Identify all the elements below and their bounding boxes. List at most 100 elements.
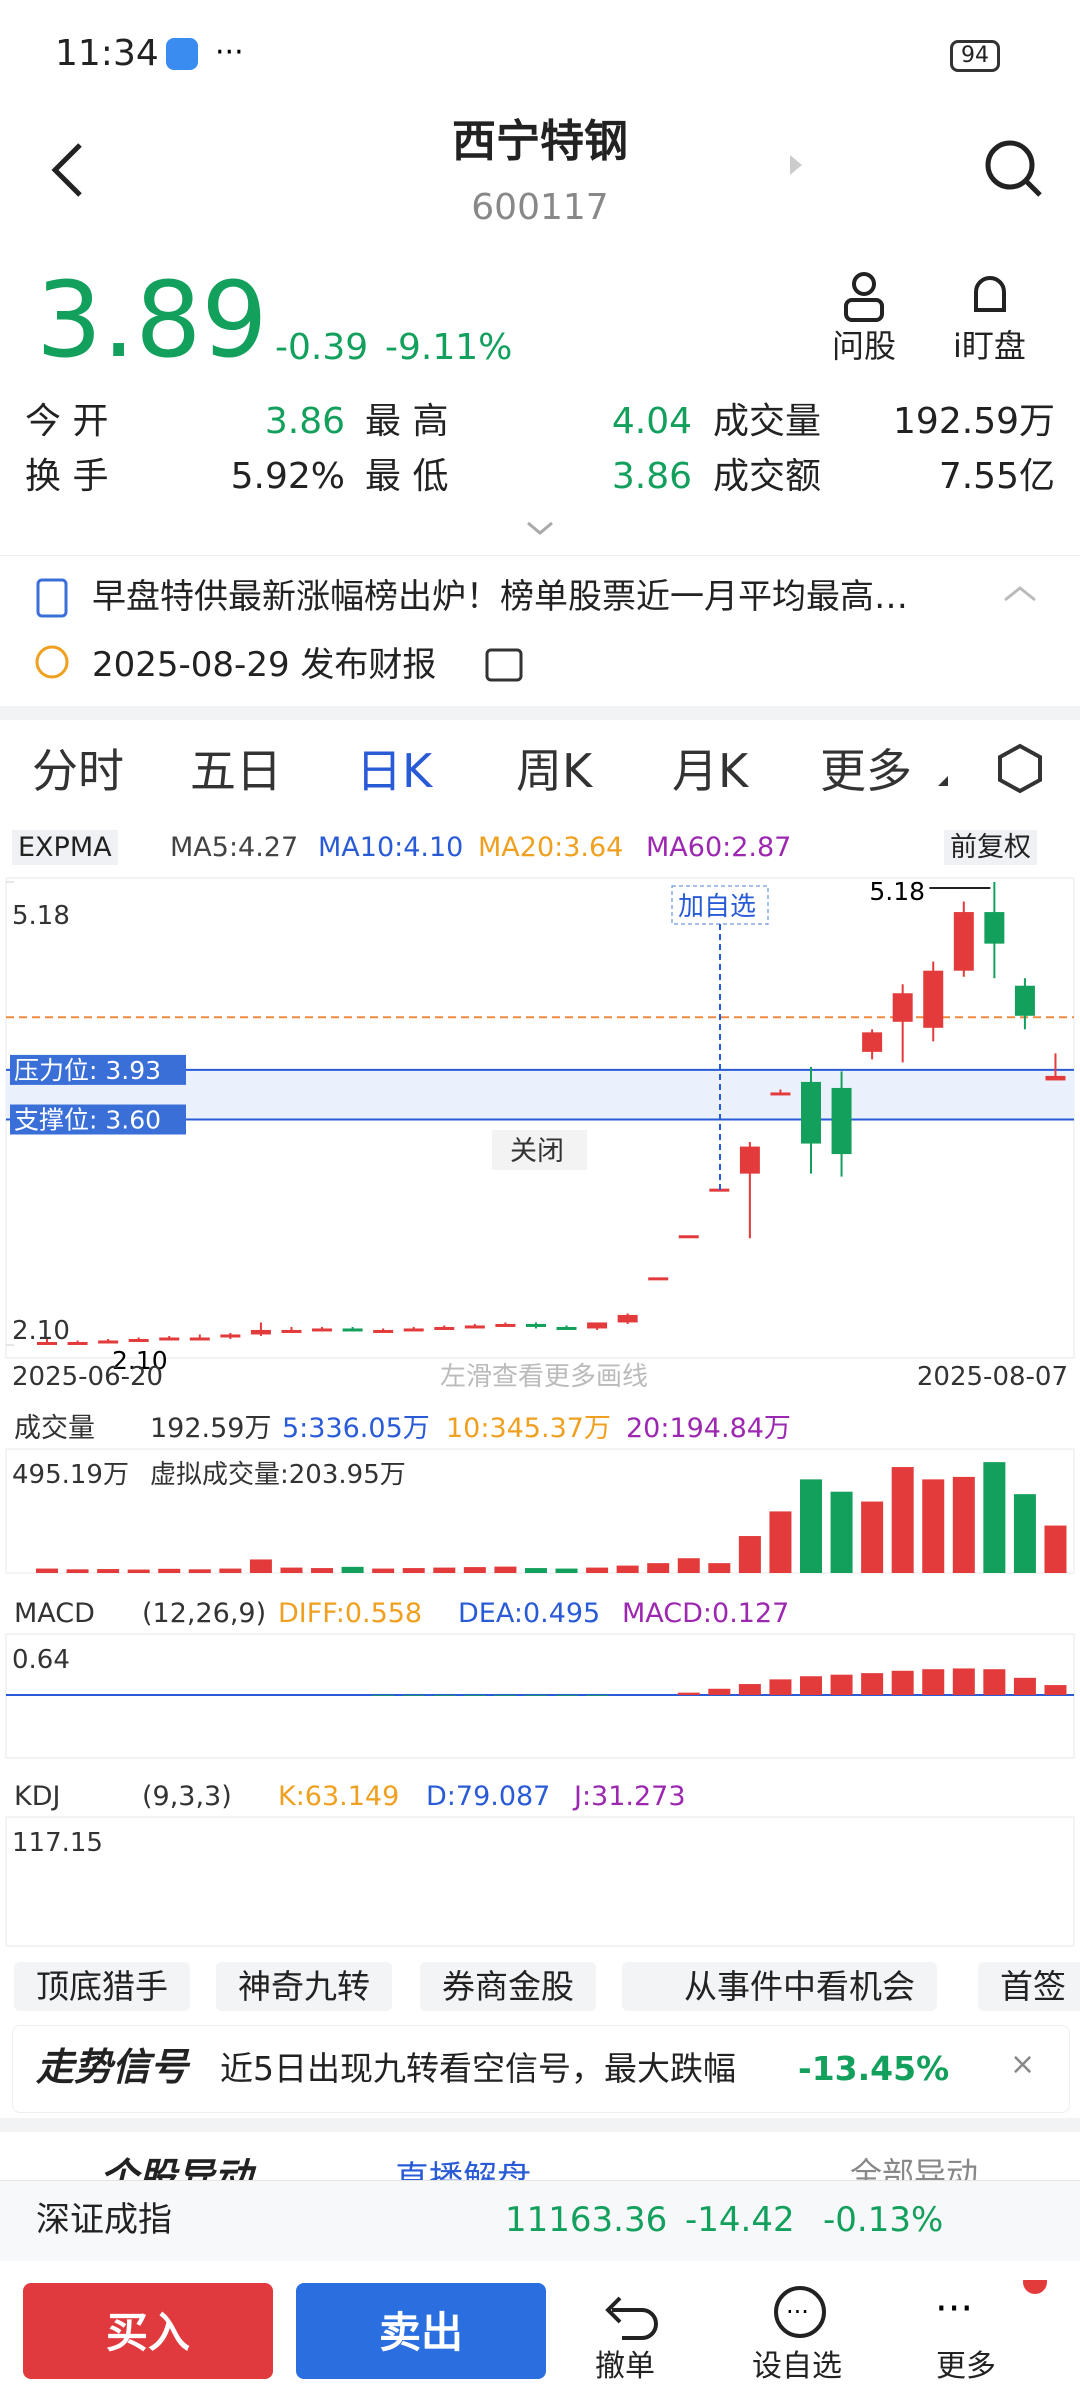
news-text[interactable]: 早盘特供最新涨幅榜出炉！榜单股票近一月平均最高… [92,577,908,617]
tab[interactable]: 月K [672,744,749,798]
volume-bar [555,1568,578,1573]
candle-body [678,1235,699,1239]
tab[interactable]: 更多 [820,744,912,798]
buy-button[interactable] [23,2283,273,2379]
collapse-icon [1004,586,1036,602]
macd-bar [861,1673,884,1695]
stat: 换 手 [25,456,109,497]
time: 11:34 [55,33,159,74]
candle-body [220,1334,241,1338]
virtual-volume: 虚拟成交量:203.95万 [150,1460,406,1490]
signal-close[interactable]: × [1010,2047,1036,2082]
panel-name: MACD [14,1598,95,1629]
stat: 成交量 [713,401,822,442]
tab[interactable]: 分时 [32,744,124,798]
badge [1023,2280,1047,2294]
panel-scale: 0.64 [12,1645,70,1675]
signal-box [12,2025,1070,2113]
action-more[interactable]: 更多 [936,2349,996,2384]
back-icon[interactable] [51,143,82,197]
tag[interactable]: 神奇九转 [216,1962,392,2011]
panel-item: J:31.273 [572,1781,686,1812]
panel-name: 成交量 [14,1413,95,1444]
stat: 今 开 [25,401,109,442]
settings-icon[interactable] [998,743,1042,794]
ma60: MA60:2.87 [646,832,792,863]
tag[interactable]: 从事件中看机会 [622,1962,937,2011]
tab[interactable]: 日K [356,744,433,798]
candle-body [1014,985,1035,1016]
action-watch-add[interactable]: 设自选 [752,2349,842,2384]
candle-body [342,1328,363,1332]
macd-bar [1013,1677,1036,1695]
indicator-name[interactable]: EXPMA [12,830,118,865]
stat: 7.55亿 [938,456,1055,497]
panel-item: K:63.149 [278,1781,399,1812]
macd-bar [922,1669,945,1695]
event-text[interactable]: 2025-08-29 发布财报 [92,645,437,685]
candle-body [98,1340,119,1344]
candle-body [250,1329,271,1335]
volume-bar [158,1568,181,1573]
macd-bar [677,1692,700,1695]
panel-frame [5,1816,1075,1947]
buy-label[interactable]: 买入 [105,2308,190,2357]
candle-body [648,1277,669,1281]
dots: ··· [786,2298,809,2326]
action-undo[interactable]: 撤单 [595,2349,655,2384]
action-watch[interactable]: i盯盘 [953,327,1026,365]
signal-value: -13.45% [798,2049,950,2088]
candle-body [281,1329,302,1333]
sell-button[interactable] [296,2283,546,2379]
index-bar [0,2180,1080,2261]
action-ask[interactable]: 问股 [832,327,897,365]
kline-chart: 5.18 2.10 压力位: 3.93 支撑位: 3.60 关闭 5.18 2.10 加自选左… [5,877,1075,1392]
stat: 3.86 [264,401,345,442]
volume-bar [188,1569,211,1573]
calendar-icon [485,648,523,682]
adjust[interactable]: 前复权 [944,830,1037,865]
search-icon[interactable] [985,140,1035,190]
battery: 94 [950,40,1000,72]
macd-bar [463,1695,486,1696]
candle-body [128,1338,149,1342]
candle-body [373,1329,394,1333]
candle-body [464,1325,485,1329]
pressure-label-bg [10,1054,186,1085]
stat: 192.59万 [893,401,1055,442]
index-pct: -0.13% [823,2200,944,2240]
panel-item: DEA:0.495 [458,1598,600,1629]
bulb-icon [35,645,69,679]
app-icon [166,38,198,70]
action-icons [844,272,1006,322]
tab[interactable]: 周K [516,744,593,798]
more-arrow [938,776,948,786]
macd-bar [983,1669,1006,1695]
tag[interactable]: 首签 [978,1962,1080,2011]
tab[interactable]: 五日 [190,744,282,798]
volume-bar [127,1569,150,1573]
candle-body [587,1322,608,1329]
macd-bar [1044,1685,1067,1695]
volume-bar [36,1568,58,1573]
bottom-icons: ··· ··· [605,2280,1047,2340]
tag[interactable]: 券商金股 [420,1962,596,2011]
stat: 4.04 [611,401,692,442]
candle-body [892,993,913,1022]
start-date: 2025-06-20 [12,1362,163,1392]
panel-item: 10:345.37万 [446,1413,611,1444]
ma20: MA20:3.64 [478,832,624,863]
support-label: 支撑位: 3.60 [14,1106,161,1135]
candle-body [189,1337,210,1341]
stock-code: 600117 [471,187,609,228]
panel-scale: 495.19万 [12,1460,129,1490]
expand-icon [527,521,553,535]
candle-body [831,1087,852,1155]
tag[interactable]: 顶底猎手 [14,1962,190,2011]
volume-bar [66,1569,89,1573]
index-name: 深证成指 [36,2200,172,2240]
panel-scale: 117.15 [12,1828,103,1858]
sell-label[interactable]: 卖出 [378,2308,463,2357]
volume-bar [494,1566,517,1573]
